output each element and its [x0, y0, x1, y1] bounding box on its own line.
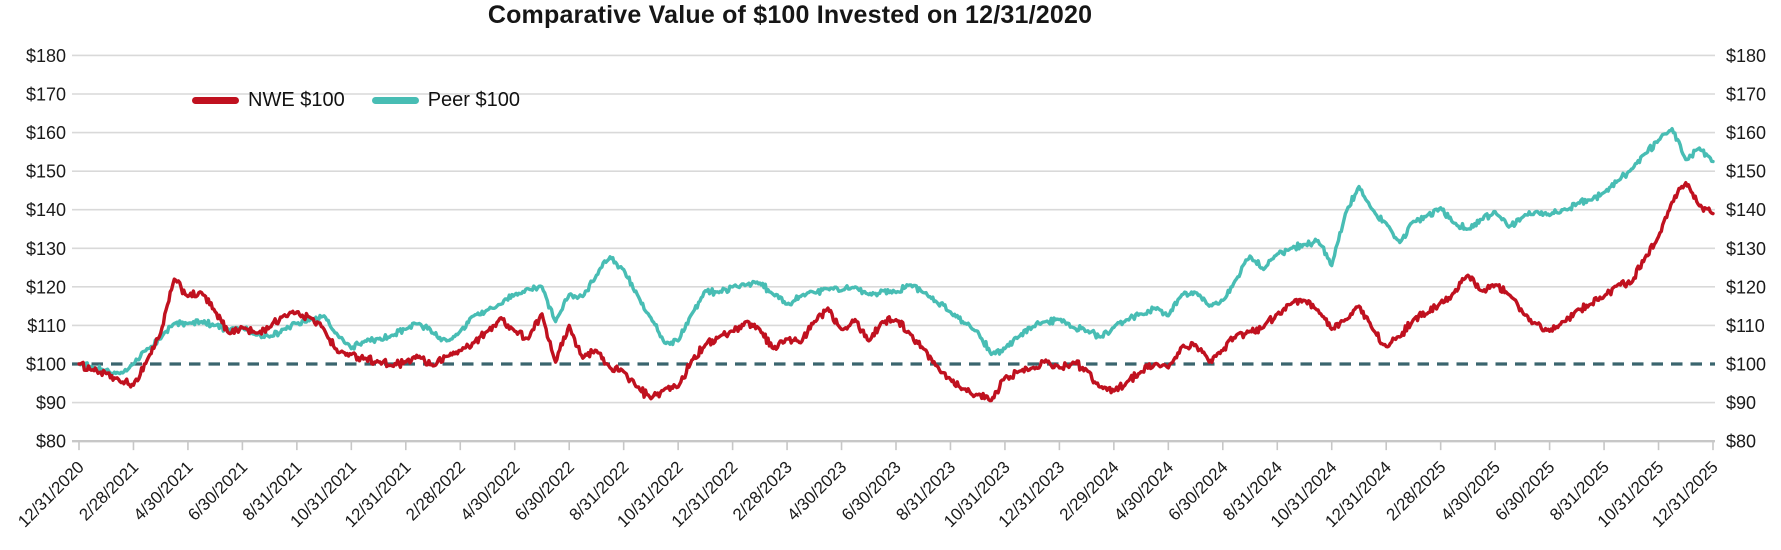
y-axis-label-left: $170 [26, 85, 66, 105]
chart-title: Comparative Value of $100 Invested on 12… [487, 1, 1093, 29]
y-axis-label-left: $90 [36, 393, 66, 413]
legend-item-peer: Peer $100 [371, 89, 521, 112]
nwe-line-swatch [192, 97, 239, 104]
y-axis-label-left: $80 [36, 432, 66, 452]
nwe-series-line [77, 181, 1715, 403]
nwe-legend-label: NWE $100 [248, 89, 345, 111]
y-axis-label-right: $110 [1726, 316, 1765, 336]
y-axis-label-left: $150 [26, 162, 66, 182]
peer-series-line [77, 126, 1715, 376]
y-axis-label-right: $180 [1726, 46, 1766, 66]
peer-line-swatch [371, 97, 419, 104]
y-axis-label-left: $120 [26, 277, 66, 297]
y-axis-label-left: $100 [26, 355, 66, 375]
peer-legend-label: Peer $100 [427, 89, 521, 111]
legend: NWE $100 Peer $100 [192, 89, 520, 112]
y-axis-label-left: $180 [26, 46, 66, 66]
y-axis-label-right: $80 [1726, 432, 1756, 452]
y-axis-label-right: $130 [1726, 239, 1766, 259]
y-axis-label-left: $110 [27, 316, 66, 336]
y-axis-label-left: $160 [26, 123, 66, 143]
y-axis-label-left: $140 [26, 200, 66, 220]
y-axis-label-left: $130 [26, 239, 66, 259]
y-axis-label-right: $170 [1726, 85, 1766, 105]
y-axis-label-right: $100 [1726, 355, 1766, 375]
y-axis-label-right: $140 [1726, 200, 1766, 220]
y-axis-label-right: $90 [1726, 393, 1756, 413]
y-axis-label-right: $160 [1726, 123, 1766, 143]
y-axis-label-right: $150 [1726, 162, 1766, 182]
y-axis-label-right: $120 [1726, 277, 1766, 297]
legend-item-nwe: NWE $100 [192, 89, 345, 112]
x-axis-label: 12/31/2020 [14, 458, 88, 532]
